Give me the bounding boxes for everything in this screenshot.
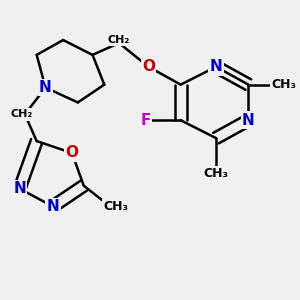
Text: N: N bbox=[13, 181, 26, 196]
Text: CH₂: CH₂ bbox=[108, 35, 130, 45]
Text: N: N bbox=[39, 80, 52, 95]
Text: CH₃: CH₃ bbox=[271, 78, 296, 91]
Text: CH₃: CH₃ bbox=[203, 167, 229, 180]
Text: F: F bbox=[140, 113, 151, 128]
Text: N: N bbox=[46, 199, 59, 214]
Text: N: N bbox=[242, 113, 255, 128]
Text: O: O bbox=[142, 59, 155, 74]
Text: CH₃: CH₃ bbox=[103, 200, 129, 213]
Text: N: N bbox=[210, 59, 222, 74]
Text: O: O bbox=[65, 146, 79, 160]
Text: CH₂: CH₂ bbox=[11, 109, 33, 119]
